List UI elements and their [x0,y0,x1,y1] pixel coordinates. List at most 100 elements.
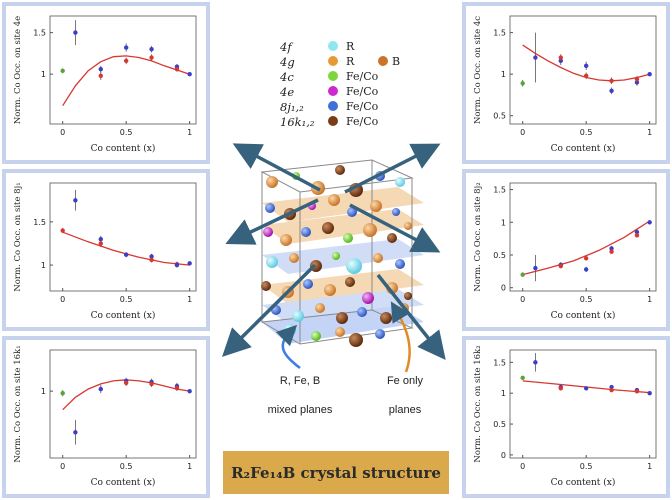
atom-sphere [392,208,400,216]
y-tick-label: 0.5 [493,420,506,429]
point-marker [634,389,640,394]
plot-16k2: 0 0.5 1 0 0.5 1 1.5 Co content (x) Norm. Co Occ.… [473,345,657,488]
atom-sphere [349,333,363,347]
point-marker [149,381,154,387]
atom-sphere [311,181,325,195]
point-marker [73,430,78,435]
pointer-mixed-planes [275,324,301,369]
x-axis-label: Co content (x) [91,310,156,321]
point-marker [123,252,129,257]
x-tick-label: 1 [647,295,652,304]
data-point [634,233,640,238]
point-marker [634,229,640,235]
point-marker [609,387,614,393]
x-tick-label: 0.5 [580,295,593,304]
data-point [98,240,103,247]
diagram-title-text: R₂Fe₁₄B crystal structure [231,463,441,482]
x-tick-label: 1 [187,295,192,304]
legend-label: R [346,55,355,68]
atom-sphere [261,281,271,291]
arrow-to-16k1 [222,263,317,357]
atom-sphere [345,277,355,287]
plot-frame [509,182,657,292]
point-marker [634,76,640,82]
y-axis-label: Norm. Co Occ. on site 8j₁ [13,182,23,291]
point-marker [60,228,65,233]
legend-row: 4f R [280,40,410,54]
data-point [647,71,652,77]
point-marker [123,45,129,50]
point-marker [123,58,129,64]
x-tick-label: 1 [187,128,192,137]
point-marker [149,47,154,52]
x-axis-label: Co content (x) [551,143,616,154]
legend-label: R [346,40,355,53]
legend-label: Fe/Co [346,85,379,98]
y-tick-label: 1.5 [493,358,506,367]
plane-mixed-1 [262,239,424,274]
atom-sphere [324,284,336,296]
atom-sphere [311,331,321,341]
data-point [609,249,614,254]
pointer-fe-planes [390,301,411,373]
y-tick-label: 1.5 [33,218,46,227]
atom-sphere [332,252,340,260]
y-tick-label: 0.5 [493,112,506,121]
point-marker [60,391,65,396]
atom-sphere [399,303,409,313]
y-tick-label: 1 [501,389,506,398]
data-point [149,45,154,53]
data-point [123,57,129,65]
plot-frame [509,349,657,459]
point-marker [583,256,589,261]
data-point [60,227,65,234]
atom-sphere [289,253,299,263]
plot-frame [509,15,657,125]
y-tick-label: 1 [41,70,46,79]
point-marker [609,88,614,93]
fit-curve [522,220,651,276]
legend-atom-icon [328,116,338,126]
plot-frame [49,15,197,125]
legend-atom-icon [328,101,338,111]
point-marker [583,73,589,79]
diagram-title: R₂Fe₁₄B crystal structure [223,451,449,494]
data-point [647,391,652,396]
plot-8j2: 0 0.5 1 0 0.5 1 1.5 Co content (x) Norm. Co Occ.… [473,182,657,321]
y-tick-label: 1 [501,218,506,227]
y-tick-label: 0 [501,284,506,293]
atoms [261,165,412,347]
atom-sphere [310,260,322,272]
point-marker [583,63,589,69]
point-marker [609,384,614,390]
x-axis-label: Co content (x) [551,310,616,321]
atom-sphere [308,202,316,210]
atom-sphere [387,233,397,243]
unit-cell [260,159,414,345]
data-point [609,87,614,95]
plot-panel-8j1: 0 0.5 1 1 1.5 Co content (x) Norm. Co Occ. on … [2,169,210,331]
x-axis-label: Co content (x) [91,477,156,488]
legend-atom-icon [328,86,338,96]
point-marker [533,265,538,271]
atom-sphere [363,223,377,237]
x-tick-label: 0.5 [120,295,133,304]
data-point [634,75,640,83]
arrow-to-8j2 [349,203,441,253]
mixed-planes-label-line1: R, Fe, B [279,375,321,387]
x-tick-label: 0 [520,295,525,304]
point-marker [98,73,103,79]
arrow-to-4c [344,143,441,194]
legend-row: 16k₁,₂ Fe/Co [280,115,410,129]
atom-sphere [395,259,405,269]
data-point [123,252,129,258]
plot-frame [49,349,197,459]
point-marker [149,55,154,60]
atom-sphere [375,329,385,339]
atom-sphere [404,292,412,300]
atom-sphere [380,312,392,324]
legend-site: 16k₁,₂ [280,115,315,129]
point-marker [558,263,563,269]
crystal-planes [262,187,424,344]
plane-fe-top [262,187,424,222]
